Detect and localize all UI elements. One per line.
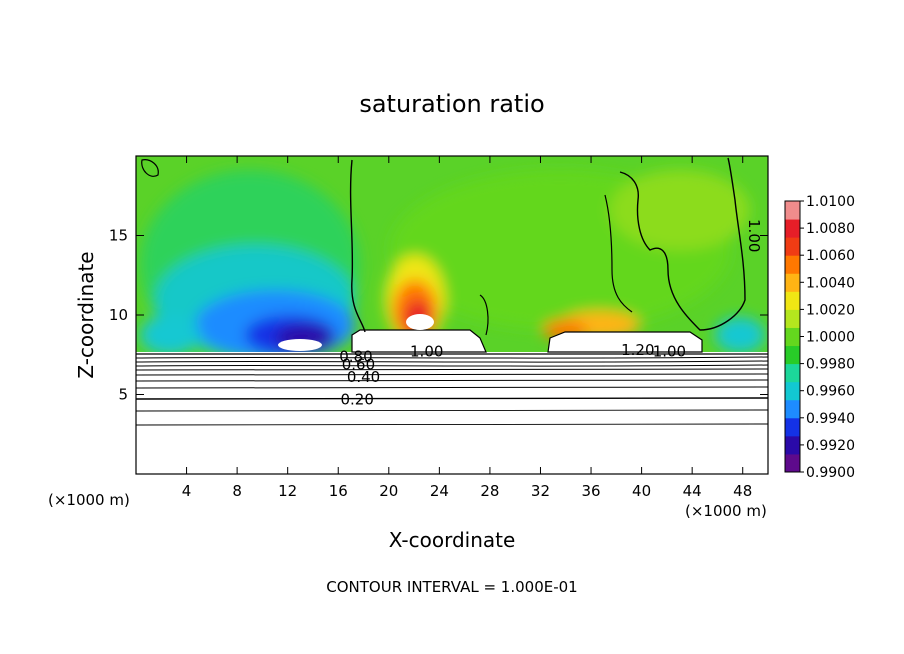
- colorbar-label: 0.9920: [806, 438, 855, 454]
- y-tick-label: 5: [118, 386, 128, 404]
- contour-interval-note: CONTOUR INTERVAL = 1.000E-01: [326, 578, 577, 596]
- colorbar-label: 0.9900: [806, 465, 855, 481]
- colorbar-swatch: [785, 291, 800, 310]
- x-tick-label: 40: [632, 482, 651, 500]
- colorbar-swatch: [785, 417, 800, 437]
- contour-label: 1.20: [621, 341, 654, 359]
- colorbar-swatch: [785, 273, 800, 292]
- colorbar-swatch: [785, 381, 800, 401]
- chart-title: saturation ratio: [359, 90, 544, 118]
- x-tick-label: 8: [232, 482, 242, 500]
- colorbar-swatch: [785, 327, 800, 347]
- contour-label: 0.20: [340, 390, 373, 408]
- contour-label: 0.60: [342, 355, 375, 373]
- colorbar-label: 1.0040: [806, 275, 855, 291]
- colorbar-swatch: [785, 309, 800, 328]
- colorbar-swatch: [785, 435, 800, 455]
- colorbar-label: 1.0060: [806, 248, 855, 264]
- x-tick-label: 48: [733, 482, 752, 500]
- x-tick-label: 32: [531, 482, 550, 500]
- x-tick-label: 16: [329, 482, 348, 500]
- y-tick-label: 15: [109, 227, 128, 245]
- contour-label: 1.00: [745, 219, 763, 252]
- contour-label: 0.40: [347, 368, 380, 386]
- x-axis-label: X-coordinate: [389, 528, 516, 552]
- x-unit-left: (×1000 m): [48, 491, 130, 509]
- colorbar-swatch: [785, 201, 800, 220]
- colorbar: 1.0100 1.0080 1.0060 1.0040 1.0020 1.0000 0.99…: [784, 194, 855, 481]
- x-tick-label: 44: [683, 482, 702, 500]
- y-axis-label: Z-coordinate: [74, 251, 98, 378]
- colorbar-label: 0.9940: [806, 411, 855, 427]
- colorbar-swatch: [785, 345, 800, 365]
- x-tick-label: 28: [480, 482, 499, 500]
- cloud-region-right: [547, 331, 703, 353]
- colorbar-swatch: [785, 237, 800, 256]
- colorbar-swatch: [785, 363, 800, 383]
- y-ticks: 5 10 15: [109, 227, 768, 404]
- lower-layer: [136, 352, 768, 474]
- contour-labels: 1.00 1.201.000.800.600.400.201.00: [339, 219, 763, 408]
- colorbar-label: 1.0000: [806, 330, 855, 346]
- x-tick-label: 20: [379, 482, 398, 500]
- colorbar-swatch: [785, 255, 800, 274]
- colorbar-label: 1.0100: [806, 194, 855, 210]
- contour-label: 1.00: [410, 343, 443, 361]
- white-patch-left: [278, 339, 322, 351]
- colorbar-swatch: [785, 399, 800, 419]
- contour-1-00-left: [349, 159, 366, 333]
- contour-label: 0.80: [339, 347, 372, 365]
- x-tick-label: 12: [278, 482, 297, 500]
- x-unit-right: (×1000 m): [685, 502, 767, 520]
- x-tick-label: 4: [182, 482, 192, 500]
- colorbar-swatch: [785, 219, 800, 238]
- white-patch-center: [406, 314, 434, 330]
- contour-label: 1.00: [653, 343, 686, 361]
- contour-1-00-right: [619, 157, 746, 331]
- x-tick-label: 24: [430, 482, 449, 500]
- colorbar-label: 1.0020: [806, 302, 855, 318]
- colorbar-label: 0.9980: [806, 357, 855, 373]
- colorbar-label: 1.0080: [806, 221, 855, 237]
- colorbar-swatch: [785, 453, 800, 473]
- y-tick-label: 10: [109, 306, 128, 324]
- cloud-region-left: [351, 329, 487, 353]
- colorbar-label: 0.9960: [806, 384, 855, 400]
- x-tick-label: 36: [581, 482, 600, 500]
- x-ticks: 4 8 12 16 20 24 28 32 36 40 44 48: [182, 156, 752, 500]
